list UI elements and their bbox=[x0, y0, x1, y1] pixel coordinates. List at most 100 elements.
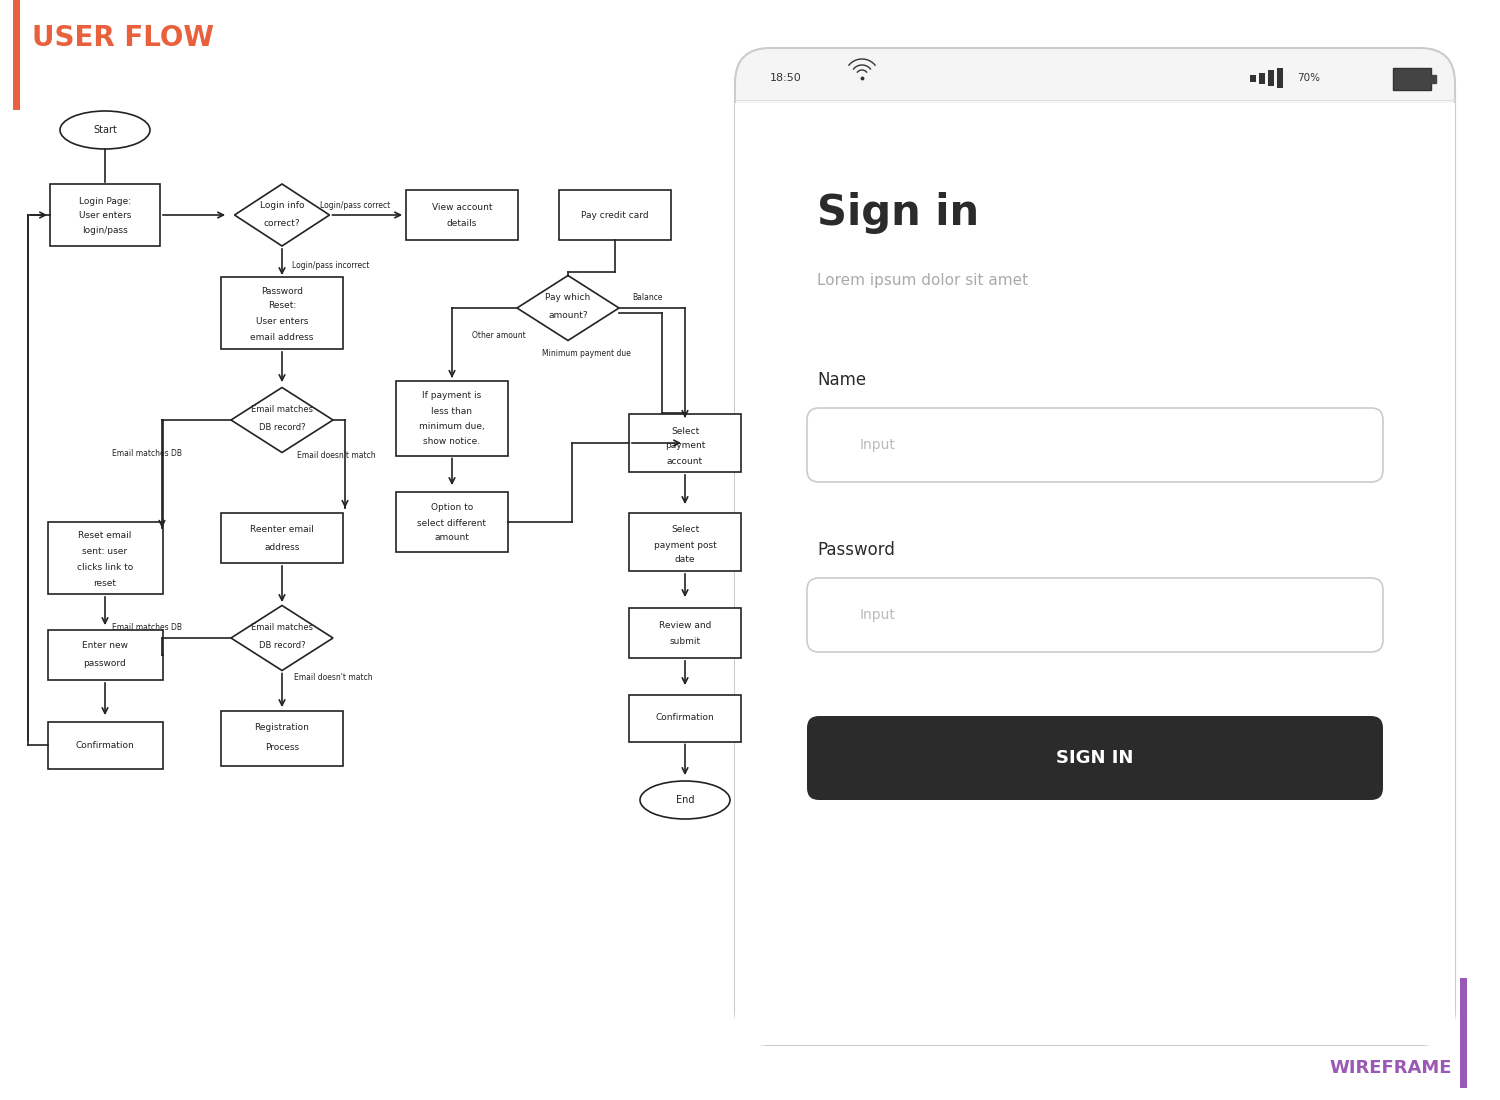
FancyBboxPatch shape bbox=[220, 711, 344, 766]
Text: amount?: amount? bbox=[548, 311, 588, 320]
Text: Reset email: Reset email bbox=[78, 531, 132, 540]
Text: Enter new: Enter new bbox=[82, 641, 128, 650]
Polygon shape bbox=[234, 184, 330, 246]
Polygon shape bbox=[518, 275, 620, 341]
Text: User enters: User enters bbox=[80, 210, 130, 220]
Text: Process: Process bbox=[266, 744, 298, 752]
Text: Option to: Option to bbox=[430, 504, 472, 513]
Text: SIGN IN: SIGN IN bbox=[1056, 749, 1134, 767]
Text: Email doesn't match: Email doesn't match bbox=[297, 451, 375, 460]
Text: Confirmation: Confirmation bbox=[656, 714, 714, 723]
Ellipse shape bbox=[640, 781, 730, 820]
FancyBboxPatch shape bbox=[220, 513, 344, 563]
Text: minimum due,: minimum due, bbox=[419, 421, 484, 430]
Bar bbox=[13, 0, 20, 110]
Text: select different: select different bbox=[417, 518, 486, 528]
Text: Password: Password bbox=[818, 541, 896, 559]
FancyBboxPatch shape bbox=[735, 48, 1455, 1045]
FancyBboxPatch shape bbox=[396, 492, 508, 552]
Text: End: End bbox=[675, 795, 694, 805]
Bar bbox=[1431, 75, 1436, 82]
Text: amount: amount bbox=[435, 534, 470, 542]
Text: Registration: Registration bbox=[255, 724, 309, 733]
Text: Review and: Review and bbox=[658, 620, 711, 629]
Text: Reenter email: Reenter email bbox=[251, 525, 314, 533]
FancyBboxPatch shape bbox=[628, 513, 741, 571]
Text: login/pass: login/pass bbox=[82, 226, 128, 234]
Text: Name: Name bbox=[818, 371, 866, 389]
Text: Confirmation: Confirmation bbox=[75, 740, 135, 749]
Text: Email doesn't match: Email doesn't match bbox=[294, 673, 372, 682]
Bar bbox=[735, 103, 1455, 1045]
Text: Input: Input bbox=[859, 608, 895, 622]
Text: Email matches DB: Email matches DB bbox=[112, 624, 182, 632]
Text: details: details bbox=[447, 220, 477, 229]
Polygon shape bbox=[231, 387, 333, 452]
Bar bbox=[1276, 68, 1282, 88]
Text: correct?: correct? bbox=[264, 219, 300, 228]
Text: Email matches: Email matches bbox=[251, 624, 314, 632]
FancyBboxPatch shape bbox=[628, 414, 741, 472]
Text: email address: email address bbox=[251, 333, 314, 342]
Text: User enters: User enters bbox=[256, 318, 307, 327]
Text: payment: payment bbox=[664, 441, 705, 451]
Text: clicks link to: clicks link to bbox=[76, 562, 134, 572]
FancyBboxPatch shape bbox=[807, 716, 1383, 800]
Text: DB record?: DB record? bbox=[258, 641, 306, 650]
Text: password: password bbox=[84, 660, 126, 669]
FancyBboxPatch shape bbox=[1394, 68, 1431, 90]
Polygon shape bbox=[231, 605, 333, 671]
Text: payment post: payment post bbox=[654, 540, 717, 550]
Text: Sign in: Sign in bbox=[818, 192, 980, 234]
Text: Reset:: Reset: bbox=[268, 301, 296, 310]
FancyBboxPatch shape bbox=[48, 630, 162, 680]
Text: Input: Input bbox=[859, 438, 895, 452]
FancyBboxPatch shape bbox=[628, 694, 741, 741]
FancyBboxPatch shape bbox=[396, 381, 508, 455]
FancyBboxPatch shape bbox=[628, 608, 741, 658]
FancyBboxPatch shape bbox=[807, 578, 1383, 652]
Text: Email matches DB: Email matches DB bbox=[112, 449, 182, 458]
Text: Password: Password bbox=[261, 286, 303, 296]
Text: Lorem ipsum dolor sit amet: Lorem ipsum dolor sit amet bbox=[818, 273, 1028, 287]
Text: Select: Select bbox=[670, 526, 699, 535]
Text: USER FLOW: USER FLOW bbox=[32, 24, 214, 52]
FancyBboxPatch shape bbox=[50, 184, 160, 246]
Bar bbox=[1268, 70, 1274, 86]
Text: Select: Select bbox=[670, 427, 699, 436]
Text: Minimum payment due: Minimum payment due bbox=[542, 349, 632, 358]
Text: show notice.: show notice. bbox=[423, 437, 480, 446]
Bar bbox=[1258, 73, 1264, 84]
Text: 18:50: 18:50 bbox=[770, 73, 801, 82]
Text: Pay credit card: Pay credit card bbox=[580, 210, 650, 220]
FancyBboxPatch shape bbox=[406, 190, 517, 240]
FancyBboxPatch shape bbox=[220, 277, 344, 349]
FancyBboxPatch shape bbox=[807, 408, 1383, 482]
Text: WIREFRAME: WIREFRAME bbox=[1329, 1059, 1452, 1077]
Text: If payment is: If payment is bbox=[423, 392, 482, 400]
FancyBboxPatch shape bbox=[48, 722, 162, 769]
Text: sent: user: sent: user bbox=[82, 547, 128, 556]
Text: reset: reset bbox=[93, 579, 117, 587]
Text: Other amount: Other amount bbox=[472, 330, 525, 340]
Text: submit: submit bbox=[669, 638, 700, 647]
Text: Pay which: Pay which bbox=[546, 294, 591, 302]
Text: address: address bbox=[264, 542, 300, 551]
FancyBboxPatch shape bbox=[560, 190, 670, 240]
Text: Login info: Login info bbox=[260, 200, 305, 209]
FancyBboxPatch shape bbox=[48, 522, 162, 594]
Bar bbox=[1460, 978, 1467, 1088]
Text: DB record?: DB record? bbox=[258, 424, 306, 432]
Text: Login/pass correct: Login/pass correct bbox=[320, 200, 390, 209]
Text: account: account bbox=[668, 456, 704, 465]
Text: 70%: 70% bbox=[1298, 73, 1320, 82]
Ellipse shape bbox=[60, 111, 150, 148]
Text: less than: less than bbox=[432, 407, 472, 416]
Text: Balance: Balance bbox=[632, 293, 663, 301]
Text: Login/pass incorrect: Login/pass incorrect bbox=[292, 261, 369, 270]
Text: Email matches: Email matches bbox=[251, 406, 314, 415]
Text: View account: View account bbox=[432, 202, 492, 211]
Text: Start: Start bbox=[93, 125, 117, 135]
Text: Login Page:: Login Page: bbox=[80, 197, 130, 206]
Bar bbox=[1250, 75, 1256, 81]
